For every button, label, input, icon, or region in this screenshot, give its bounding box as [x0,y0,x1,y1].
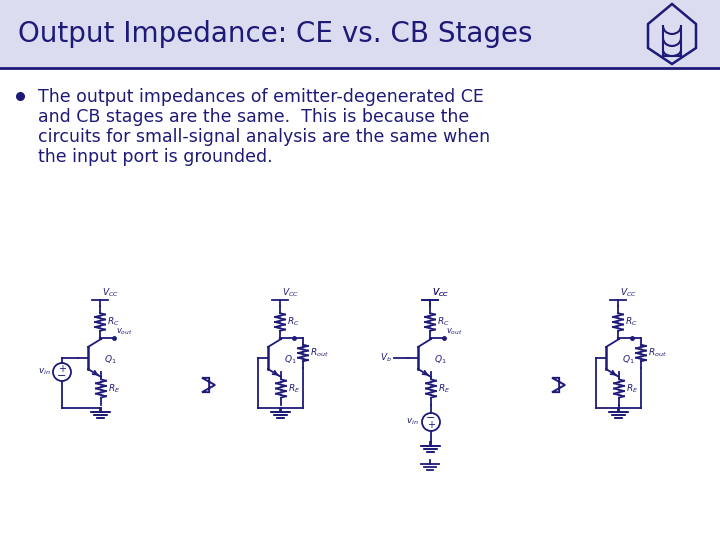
Text: +: + [427,421,435,430]
Text: −: − [58,372,67,381]
Text: $v_{in}$: $v_{in}$ [38,367,51,377]
Text: $V_{CC}$: $V_{CC}$ [102,287,119,299]
Text: $R_E$: $R_E$ [626,382,638,395]
Text: Output Impedance: CE vs. CB Stages: Output Impedance: CE vs. CB Stages [18,20,533,48]
Text: −: − [426,413,436,422]
Text: The output impedances of emitter-degenerated CE: The output impedances of emitter-degener… [38,88,484,106]
Text: $Q_1$: $Q_1$ [434,354,446,366]
Text: $v_{out}$: $v_{out}$ [446,327,463,337]
Text: $R_C$: $R_C$ [287,316,300,328]
Text: $R_E$: $R_E$ [438,382,450,395]
Text: circuits for small-signal analysis are the same when: circuits for small-signal analysis are t… [38,128,490,146]
Text: $R_E$: $R_E$ [108,382,120,395]
Text: $R_{out}$: $R_{out}$ [310,347,329,359]
Text: $Q_1$: $Q_1$ [622,354,634,366]
Text: $Q_1$: $Q_1$ [284,354,297,366]
Text: $R_C$: $R_C$ [437,316,450,328]
Text: $V_{CC}$: $V_{CC}$ [432,287,449,299]
Text: $V_{CC}$: $V_{CC}$ [282,287,299,299]
Text: $v_{in}$: $v_{in}$ [406,417,419,427]
Text: +: + [58,363,66,374]
Text: $v_{out}$: $v_{out}$ [116,327,132,337]
Text: the input port is grounded.: the input port is grounded. [38,148,273,166]
Text: $R_C$: $R_C$ [625,316,638,328]
Text: $V_{CC}$: $V_{CC}$ [432,287,449,299]
Text: $R_C$: $R_C$ [107,316,120,328]
Text: $R_{out}$: $R_{out}$ [648,347,667,359]
Text: and CB stages are the same.  This is because the: and CB stages are the same. This is beca… [38,108,469,126]
Text: $R_E$: $R_E$ [288,382,300,395]
Text: $V_b$: $V_b$ [380,352,392,365]
Text: $V_{CC}$: $V_{CC}$ [620,287,637,299]
Bar [0,0,720,68]
Text: $Q_1$: $Q_1$ [104,354,117,366]
